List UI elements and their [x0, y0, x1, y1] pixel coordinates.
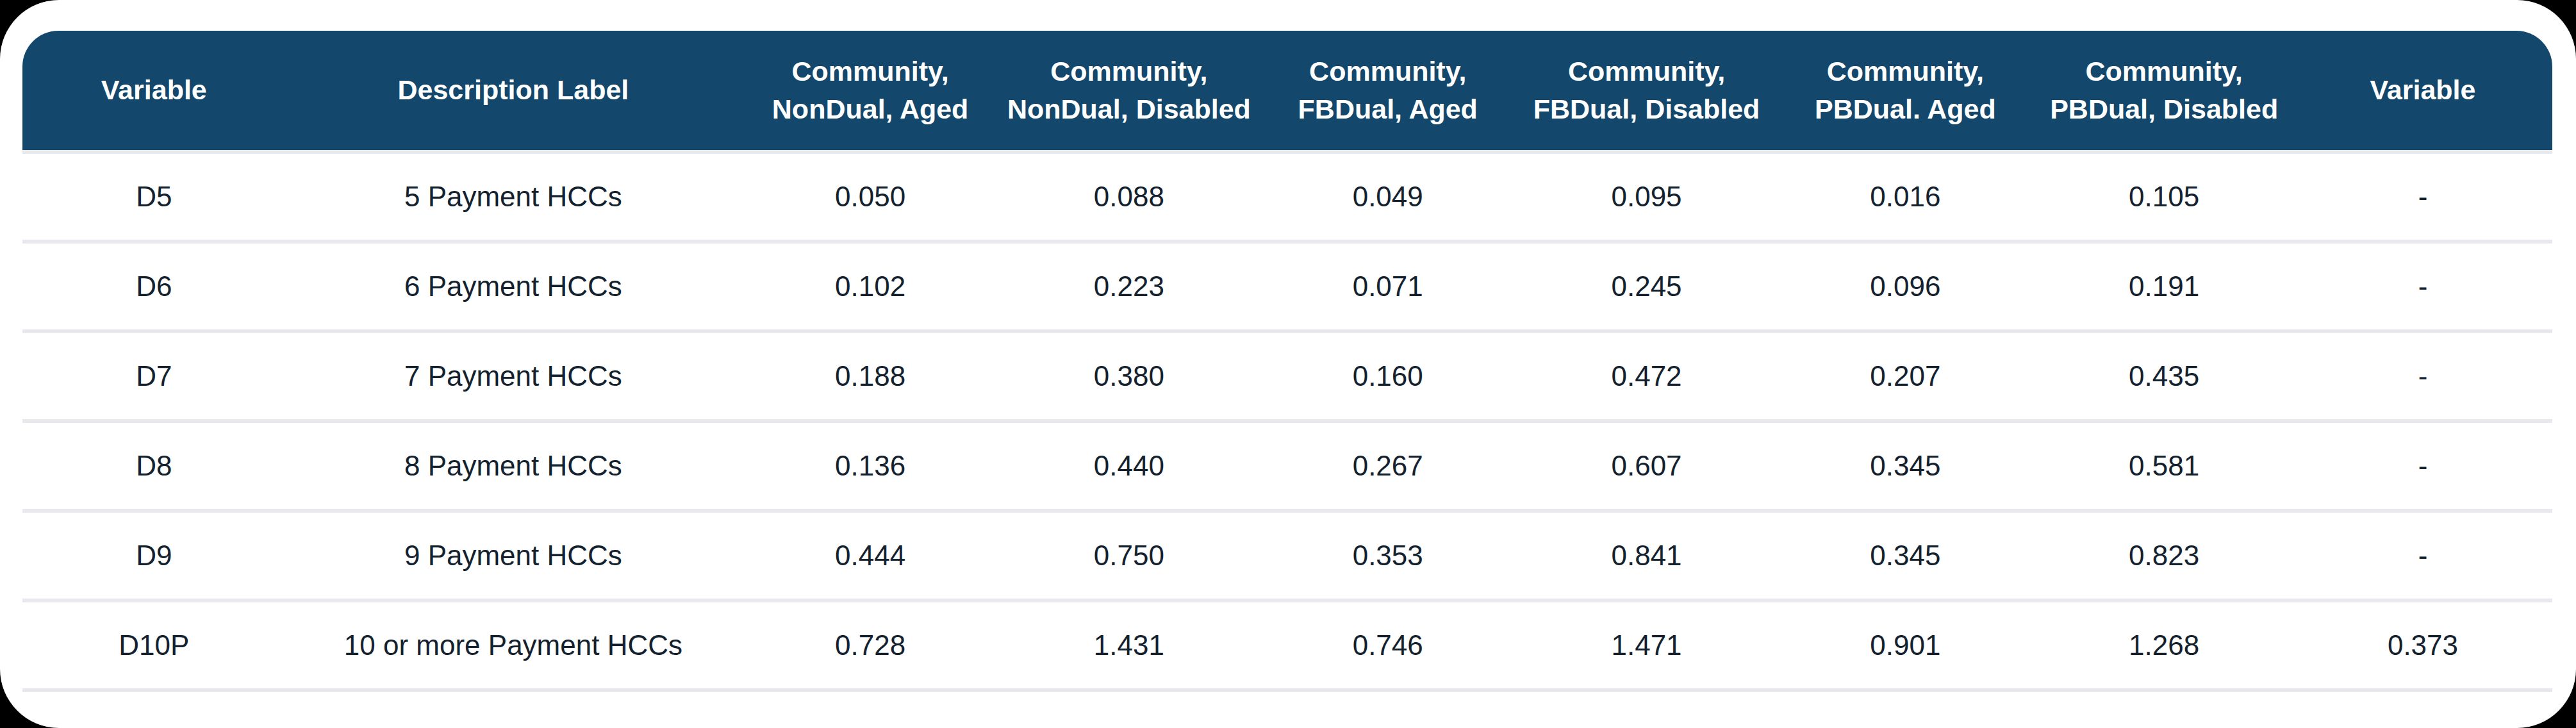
- description-cell: 9 Payment HCCs: [286, 540, 741, 572]
- value-cell: 0.444: [741, 540, 1000, 572]
- variable-cell: D7: [22, 360, 286, 392]
- value-cell: 1.268: [2035, 629, 2293, 661]
- value-cell: 0.105: [2035, 181, 2293, 213]
- value-cell: 0.373: [2293, 629, 2552, 661]
- value-cell: -: [2293, 540, 2552, 572]
- column-header: Variable: [22, 71, 286, 109]
- column-header-line: Community,: [1568, 56, 1725, 87]
- value-cell: 0.380: [1000, 360, 1259, 392]
- value-cell: 0.096: [1776, 270, 2035, 302]
- column-header: Community, PBDual. Aged: [1776, 53, 2035, 129]
- column-header: Description Label: [286, 71, 741, 109]
- value-cell: 0.353: [1259, 540, 1517, 572]
- value-cell: 0.728: [741, 629, 1000, 661]
- table-row: D99 Payment HCCs0.4440.7500.3530.8410.34…: [22, 513, 2552, 602]
- description-cell: 6 Payment HCCs: [286, 270, 741, 302]
- column-header: Community, NonDual, Disabled: [1000, 53, 1259, 129]
- value-cell: 0.207: [1776, 360, 2035, 392]
- column-header-line: NonDual, Aged: [772, 94, 969, 124]
- value-cell: 0.472: [1517, 360, 1776, 392]
- column-header-line: Variable: [101, 74, 207, 105]
- column-header-line: FBDual, Disabled: [1533, 94, 1760, 124]
- column-header-line: Community,: [1309, 56, 1466, 87]
- value-cell: 0.102: [741, 270, 1000, 302]
- column-header: Community, NonDual, Aged: [741, 53, 1000, 129]
- value-cell: 0.245: [1517, 270, 1776, 302]
- value-cell: 0.188: [741, 360, 1000, 392]
- value-cell: -: [2293, 360, 2552, 392]
- value-cell: 0.581: [2035, 450, 2293, 482]
- column-header-line: PBDual. Aged: [1815, 94, 1996, 124]
- table-row: D10P10 or more Payment HCCs0.7281.4310.7…: [22, 602, 2552, 692]
- value-cell: 0.746: [1259, 629, 1517, 661]
- value-cell: 1.471: [1517, 629, 1776, 661]
- value-cell: 0.095: [1517, 181, 1776, 213]
- value-cell: 0.267: [1259, 450, 1517, 482]
- value-cell: -: [2293, 270, 2552, 302]
- table-row: D66 Payment HCCs0.1020.2230.0710.2450.09…: [22, 244, 2552, 333]
- value-cell: 0.750: [1000, 540, 1259, 572]
- table-header-row: Variable Description Label Community, NonDu…: [22, 31, 2552, 154]
- column-header: Community, PBDual, Disabled: [2035, 53, 2293, 129]
- description-cell: 10 or more Payment HCCs: [286, 629, 741, 661]
- variable-cell: D5: [22, 181, 286, 213]
- variable-cell: D10P: [22, 629, 286, 661]
- column-header-line: NonDual, Disabled: [1007, 94, 1251, 124]
- value-cell: 0.016: [1776, 181, 2035, 213]
- value-cell: 0.841: [1517, 540, 1776, 572]
- column-header: Community, FBDual, Aged: [1259, 53, 1517, 129]
- value-cell: 0.440: [1000, 450, 1259, 482]
- value-cell: 0.345: [1776, 450, 2035, 482]
- table-card: Variable Description Label Community, NonDu…: [0, 0, 2576, 728]
- column-header: Variable: [2293, 71, 2552, 109]
- value-cell: 0.435: [2035, 360, 2293, 392]
- column-header-line: PBDual, Disabled: [2050, 94, 2278, 124]
- column-header-line: Community,: [2086, 56, 2243, 87]
- column-header-line: Description Label: [397, 74, 629, 105]
- description-cell: 7 Payment HCCs: [286, 360, 741, 392]
- description-cell: 5 Payment HCCs: [286, 181, 741, 213]
- value-cell: 0.823: [2035, 540, 2293, 572]
- payment-hcc-coefficients-table: Variable Description Label Community, NonDu…: [22, 31, 2552, 692]
- value-cell: 1.431: [1000, 629, 1259, 661]
- value-cell: 0.050: [741, 181, 1000, 213]
- value-cell: 0.088: [1000, 181, 1259, 213]
- column-header-line: FBDual, Aged: [1298, 94, 1478, 124]
- column-header-line: Community,: [791, 56, 948, 87]
- value-cell: 0.607: [1517, 450, 1776, 482]
- value-cell: 0.901: [1776, 629, 2035, 661]
- description-cell: 8 Payment HCCs: [286, 450, 741, 482]
- value-cell: 0.049: [1259, 181, 1517, 213]
- table-row: D88 Payment HCCs0.1360.4400.2670.6070.34…: [22, 423, 2552, 513]
- table-body: D55 Payment HCCs0.0500.0880.0490.0950.01…: [22, 154, 2552, 692]
- table-row: D55 Payment HCCs0.0500.0880.0490.0950.01…: [22, 154, 2552, 244]
- value-cell: 0.136: [741, 450, 1000, 482]
- table-row: D77 Payment HCCs0.1880.3800.1600.4720.20…: [22, 333, 2552, 423]
- column-header-line: Community,: [1050, 56, 1207, 87]
- variable-cell: D8: [22, 450, 286, 482]
- value-cell: 0.071: [1259, 270, 1517, 302]
- value-cell: 0.160: [1259, 360, 1517, 392]
- variable-cell: D9: [22, 540, 286, 572]
- column-header: Community, FBDual, Disabled: [1517, 53, 1776, 129]
- column-header-line: Variable: [2370, 74, 2476, 105]
- column-header-line: Community,: [1827, 56, 1984, 87]
- value-cell: 0.345: [1776, 540, 2035, 572]
- value-cell: -: [2293, 450, 2552, 482]
- value-cell: -: [2293, 181, 2552, 213]
- value-cell: 0.223: [1000, 270, 1259, 302]
- value-cell: 0.191: [2035, 270, 2293, 302]
- variable-cell: D6: [22, 270, 286, 302]
